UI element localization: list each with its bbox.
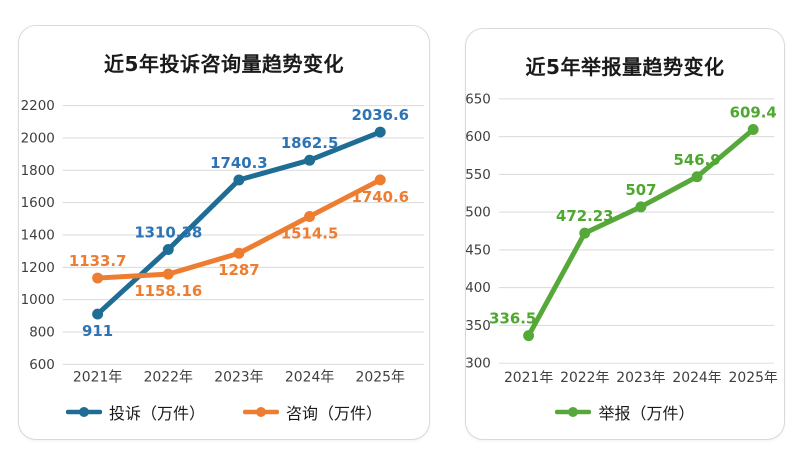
data-point-marker [92,308,104,320]
data-point-label: 1740.3 [210,154,268,172]
y-axis-tick-label: 1400 [21,228,55,243]
x-axis-tick-label: 2023年 [214,369,263,385]
legend-marker-icon [65,407,102,417]
y-axis-tick-label: 1800 [21,164,55,179]
data-point-marker [304,154,316,166]
complaints-chart-title: 近5年投诉咨询量趋势变化 [104,52,344,76]
y-axis-tick-label: 550 [466,168,491,183]
reports-line-chart: 300 350 400 450 500 550 600 650 2021年 2022年 2023年 2… [466,92,778,386]
complaints-consultations-line-chart: 600 800 1000 1200 1400 1600 1800 2000 2200 2021年 2… [21,99,425,385]
legend-marker-icon [243,407,279,417]
y-axis-tick-label: 500 [466,206,491,221]
y-axis-tick-label: 1000 [21,293,55,308]
legend-item-label: 咨询（万件） [286,404,383,423]
x-axis-tick-label: 2024年 [672,370,721,386]
data-point-label: 609.4 [730,104,777,122]
data-point-label: 1133.7 [69,252,127,270]
data-point-label: 472.23 [556,207,613,225]
data-point-marker [304,210,316,222]
y-axis-tick-label: 1200 [21,261,55,276]
y-axis-tick-label: 2200 [21,99,55,114]
reports-chart-legend: 举报（万件） [466,400,784,424]
y-axis-tick-label: 1600 [21,196,55,211]
data-point-label: 1740.6 [351,188,409,206]
data-point-marker [374,126,386,138]
y-axis-tick-label: 450 [466,243,491,258]
data-point-label: 546.9 [673,151,720,169]
y-axis-tick-label: 400 [466,281,491,296]
data-point-marker [747,124,759,135]
legend-item-label: 举报（万件） [598,404,695,423]
data-point-label: 1862.5 [281,134,339,152]
data-point-marker [233,247,245,259]
legend-item: 投诉（万件） [65,400,205,424]
data-point-marker [523,330,535,342]
data-point-marker [233,174,245,186]
data-point-label: 507 [625,181,656,199]
data-point-label: 2036.6 [351,106,409,124]
data-point-label: 911 [82,322,113,340]
data-point-label: 1310.38 [134,224,202,242]
data-point-label: 1287 [218,261,260,279]
data-point-marker [579,227,591,239]
legend-item: 咨询（万件） [243,400,382,424]
data-point-label: 1158.16 [134,282,202,300]
reports-chart-card: 近5年举报量趋势变化 300 350 400 450 500 550 600 650 2021年… [465,28,785,440]
y-axis-tick-label: 600 [466,130,491,145]
legend-item-label: 投诉（万件） [108,404,205,423]
data-point-marker [691,171,703,183]
data-point-label: 1514.5 [281,224,339,242]
x-axis-tick-label: 2022年 [144,369,193,385]
x-axis-tick-label: 2022年 [560,370,609,386]
complaints-chart-legend: 投诉（万件） 咨询（万件） [19,400,429,424]
data-point-marker [162,244,174,255]
y-axis-tick-label: 350 [466,319,491,334]
y-axis-tick-label: 300 [466,357,491,372]
x-axis-tick-label: 2023年 [616,370,665,386]
y-axis-tick-label: 800 [29,325,55,340]
legend-item: 举报（万件） [555,400,695,424]
data-point-marker [374,174,386,186]
legend-marker-icon [555,407,592,417]
data-point-marker [635,201,647,213]
y-axis-tick-label: 650 [466,92,491,107]
x-axis-tick-label: 2025年 [356,369,405,385]
reports-chart-title: 近5年举报量趋势变化 [525,55,725,79]
x-axis-tick-label: 2021年 [504,370,553,386]
y-axis-tick-label: 2000 [21,131,55,146]
x-axis-tick-label: 2021年 [73,369,122,385]
x-axis-tick-label: 2025年 [729,370,778,386]
data-point-marker [92,272,104,284]
data-point-label: 336.5 [489,310,536,328]
x-axis-tick-label: 2024年 [285,369,334,385]
data-point-marker [162,268,174,280]
complaints-consultations-chart-card: 近5年投诉咨询量趋势变化 600 800 1000 1200 1400 1600 1800 2… [18,25,430,440]
y-axis-tick-label: 600 [29,358,55,373]
